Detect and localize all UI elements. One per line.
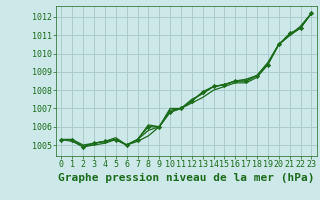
X-axis label: Graphe pression niveau de la mer (hPa): Graphe pression niveau de la mer (hPa) (58, 173, 315, 183)
